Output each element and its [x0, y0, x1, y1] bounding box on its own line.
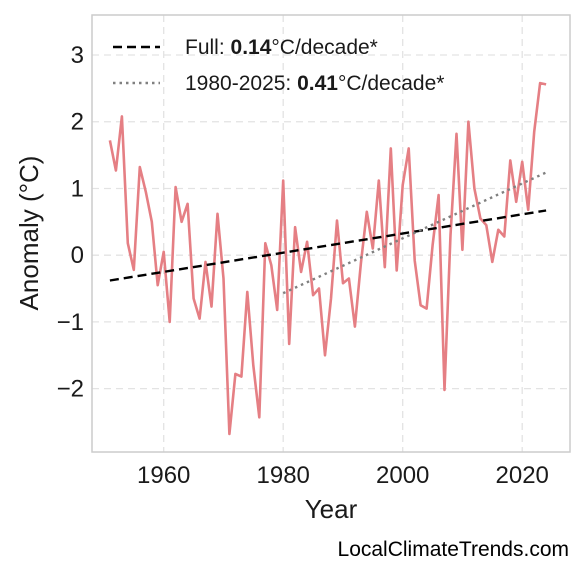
- y-axis-title: Anomaly (°C): [14, 156, 44, 311]
- x-tick-label: 2000: [376, 462, 429, 489]
- y-tick-label: 2: [71, 109, 84, 136]
- x-tick-label: 1980: [257, 462, 310, 489]
- anomaly-series-line: [108, 81, 547, 436]
- legend: Full: 0.14°C/decade*1980-2025: 0.41°C/de…: [113, 36, 444, 95]
- legend-label: 1980-2025:: [185, 72, 297, 95]
- legend-entry: 1980-2025: 0.41°C/decade*: [185, 72, 444, 95]
- site-credit: LocalClimateTrends.com: [337, 538, 569, 561]
- plot-frame: [91, 14, 571, 453]
- x-axis-title: Year: [305, 494, 358, 524]
- tick-labels: 1960 1980 2000 2020 −2 −1 0 1 2 3: [57, 42, 549, 489]
- y-tick-label: 3: [71, 42, 84, 69]
- legend-label: Full:: [185, 36, 231, 59]
- y-tick-label: 0: [71, 242, 84, 269]
- x-tick-label: 2020: [496, 462, 549, 489]
- legend-entry: Full: 0.14°C/decade*: [185, 36, 378, 59]
- legend-unit: °C/decade*: [338, 72, 444, 95]
- x-tick-label: 1960: [137, 462, 190, 489]
- legend-rate: 0.14: [231, 36, 272, 59]
- y-tick-label: 1: [71, 175, 84, 202]
- legend-unit: °C/decade*: [271, 36, 377, 59]
- y-tick-label: −2: [57, 376, 84, 403]
- recent-trend-line: [282, 171, 547, 295]
- y-tick-label: −1: [57, 309, 84, 336]
- series-layer: [108, 81, 547, 436]
- full-trend-line: [109, 209, 547, 282]
- legend-rate: 0.41: [297, 72, 338, 95]
